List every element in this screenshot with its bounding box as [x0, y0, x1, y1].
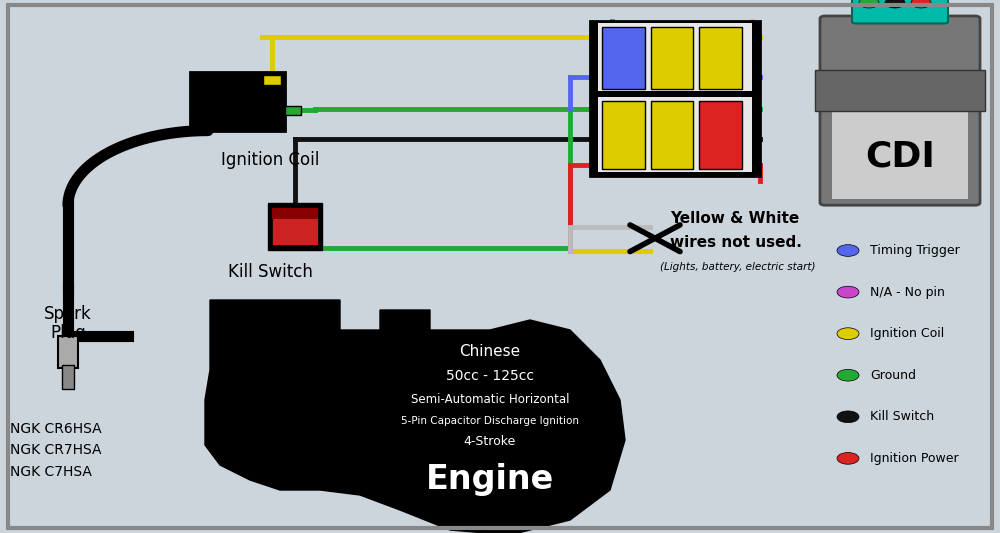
- Bar: [272, 208, 318, 245]
- Bar: [598, 98, 752, 172]
- Text: 4-Stroke: 4-Stroke: [464, 435, 516, 448]
- Circle shape: [837, 453, 859, 464]
- Circle shape: [837, 411, 859, 423]
- Bar: [602, 27, 645, 89]
- Circle shape: [837, 369, 859, 381]
- Bar: [602, 101, 645, 169]
- Bar: [832, 103, 968, 199]
- Text: Engine: Engine: [426, 463, 554, 496]
- Text: Ground: Ground: [870, 369, 916, 382]
- FancyBboxPatch shape: [852, 0, 948, 23]
- Bar: [699, 101, 742, 169]
- Text: Ignition Power: Ignition Power: [870, 452, 959, 465]
- Text: Yellow & White: Yellow & White: [670, 211, 799, 226]
- Bar: [263, 75, 281, 85]
- Text: Semi-Automatic Horizontal: Semi-Automatic Horizontal: [411, 393, 569, 406]
- Text: Chinese: Chinese: [459, 344, 521, 359]
- Bar: [272, 208, 318, 219]
- Text: Kill Switch: Kill Switch: [870, 410, 934, 423]
- Text: Ignition Coil: Ignition Coil: [221, 151, 319, 169]
- Bar: [190, 72, 285, 131]
- Text: Ignition Coil: Ignition Coil: [870, 327, 944, 340]
- Text: (Lights, battery, electric start): (Lights, battery, electric start): [660, 262, 816, 271]
- Bar: [651, 101, 693, 169]
- Polygon shape: [205, 300, 625, 533]
- FancyBboxPatch shape: [820, 16, 980, 205]
- Text: wires not used.: wires not used.: [670, 235, 802, 250]
- Circle shape: [885, 0, 905, 8]
- Text: Plug: Plug: [50, 324, 86, 342]
- Text: NGK C7HSA: NGK C7HSA: [10, 465, 92, 479]
- Bar: [590, 21, 760, 176]
- Bar: [62, 365, 74, 389]
- Circle shape: [837, 286, 859, 298]
- Text: Spark: Spark: [44, 305, 92, 324]
- Bar: [699, 27, 742, 89]
- Text: CDI: CDI: [865, 140, 935, 174]
- Bar: [285, 106, 301, 115]
- Text: NGK CR7HSA: NGK CR7HSA: [10, 443, 102, 457]
- Circle shape: [837, 328, 859, 340]
- Circle shape: [837, 245, 859, 256]
- Text: 5-Pin Capacitor Discharge Ignition: 5-Pin Capacitor Discharge Ignition: [401, 416, 579, 426]
- Bar: [651, 27, 693, 89]
- Circle shape: [911, 0, 931, 8]
- Bar: [598, 23, 752, 91]
- Bar: [268, 203, 322, 250]
- Text: N/A - No pin: N/A - No pin: [870, 286, 945, 298]
- Bar: [58, 336, 78, 368]
- Text: Kill Switch: Kill Switch: [228, 263, 312, 281]
- Text: NGK CR6HSA: NGK CR6HSA: [10, 422, 102, 436]
- Text: Timing Trigger: Timing Trigger: [870, 244, 960, 257]
- Bar: [815, 70, 985, 111]
- Circle shape: [859, 0, 879, 8]
- Text: 50cc - 125cc: 50cc - 125cc: [446, 369, 534, 383]
